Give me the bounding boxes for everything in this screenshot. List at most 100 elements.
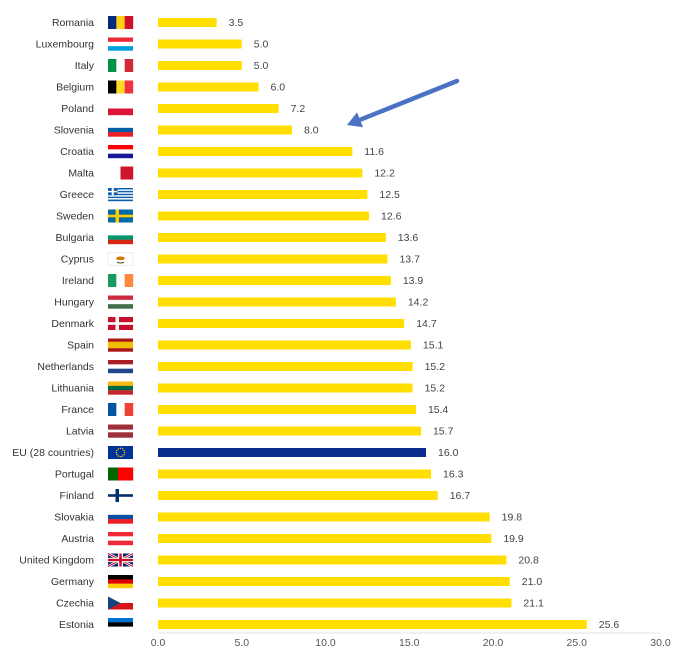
bar-portugal bbox=[158, 469, 432, 479]
x-tick-label: 25.0 bbox=[567, 637, 588, 649]
bar-italy bbox=[158, 61, 242, 70]
value-label-estonia: 25.6 bbox=[599, 619, 620, 631]
value-label-eu-28-countries: 16.0 bbox=[438, 447, 459, 459]
latvia-flag bbox=[108, 424, 133, 438]
ireland-flag bbox=[108, 274, 134, 287]
hungary-flag bbox=[108, 295, 133, 309]
value-label-france: 15.4 bbox=[428, 404, 449, 416]
value-label-lithuania: 15.2 bbox=[425, 383, 446, 395]
category-label-poland: Poland bbox=[61, 103, 94, 115]
country-label-column: Romania Luxembourg Italy Belgium Poland Slove… bbox=[12, 17, 94, 631]
germany-flag bbox=[108, 575, 133, 589]
bar-latvia bbox=[158, 426, 421, 436]
bar-united-kingdom bbox=[158, 555, 507, 565]
value-label-slovenia: 8.0 bbox=[304, 125, 319, 137]
category-label-greece: Greece bbox=[60, 189, 95, 201]
estonia-flag bbox=[108, 618, 133, 632]
italy-flag bbox=[108, 59, 134, 72]
category-label-united-kingdom: United Kingdom bbox=[19, 555, 94, 567]
x-tick-label: 5.0 bbox=[234, 637, 249, 649]
category-label-ireland: Ireland bbox=[62, 275, 94, 287]
belgium-flag bbox=[108, 80, 134, 94]
bar-series bbox=[158, 18, 587, 629]
flag-column bbox=[107, 16, 134, 632]
category-label-denmark: Denmark bbox=[51, 318, 94, 330]
category-label-finland: Finland bbox=[60, 490, 95, 502]
category-label-estonia: Estonia bbox=[59, 619, 94, 631]
category-label-italy: Italy bbox=[75, 60, 95, 72]
malta-flag bbox=[108, 166, 134, 180]
category-label-luxembourg: Luxembourg bbox=[36, 39, 95, 51]
value-label-greece: 12.5 bbox=[379, 189, 400, 201]
bar-ireland bbox=[158, 276, 391, 285]
value-label-austria: 19.9 bbox=[503, 533, 524, 545]
bar-slovenia bbox=[158, 125, 292, 135]
category-label-romania: Romania bbox=[52, 17, 94, 29]
value-label-bulgaria: 13.6 bbox=[398, 232, 419, 244]
value-label-ireland: 13.9 bbox=[403, 275, 424, 287]
croatia-flag bbox=[108, 145, 133, 159]
bar-lithuania bbox=[158, 383, 413, 393]
value-label-romania: 3.5 bbox=[229, 17, 244, 29]
bar-luxembourg bbox=[158, 39, 242, 49]
bar-romania bbox=[158, 18, 217, 27]
category-label-sweden: Sweden bbox=[56, 211, 94, 223]
x-tick-label: 20.0 bbox=[483, 637, 504, 649]
bar-bulgaria bbox=[158, 233, 386, 242]
x-tick-label: 30.0 bbox=[650, 637, 671, 649]
spain-flag bbox=[108, 338, 133, 352]
bar-belgium bbox=[158, 82, 259, 92]
bar-hungary bbox=[158, 297, 396, 307]
value-label-poland: 7.2 bbox=[291, 103, 306, 115]
category-label-netherlands: Netherlands bbox=[37, 361, 94, 373]
bar-estonia bbox=[158, 620, 587, 629]
denmark-flag bbox=[108, 317, 133, 330]
category-label-slovakia: Slovakia bbox=[54, 512, 94, 524]
category-label-cyprus: Cyprus bbox=[61, 254, 94, 266]
value-label-column: 3.55.05.06.07.28.011.612.212.512.613.613… bbox=[229, 17, 620, 631]
x-axis: 0.0 5.0 10.0 15.0 20.0 25.0 30.0 bbox=[151, 632, 671, 649]
slovakia-flag bbox=[108, 510, 133, 524]
category-label-croatia: Croatia bbox=[60, 146, 94, 158]
category-label-slovenia: Slovenia bbox=[54, 125, 94, 137]
x-tick-label: 0.0 bbox=[151, 637, 166, 649]
category-label-portugal: Portugal bbox=[55, 469, 94, 481]
netherlands-flag bbox=[108, 360, 133, 374]
value-label-malta: 12.2 bbox=[374, 168, 395, 180]
category-label-czechia: Czechia bbox=[56, 598, 94, 610]
bar-poland bbox=[158, 104, 279, 113]
bar-czechia bbox=[158, 598, 512, 608]
lithuania-flag bbox=[108, 381, 133, 395]
value-label-germany: 21.0 bbox=[522, 576, 543, 588]
category-label-eu-28-countries: EU (28 countries) bbox=[12, 447, 94, 459]
bar-cyprus bbox=[158, 254, 388, 264]
eu-flag bbox=[108, 446, 133, 459]
value-label-united-kingdom: 20.8 bbox=[518, 555, 539, 567]
bar-denmark bbox=[158, 319, 405, 328]
category-label-malta: Malta bbox=[68, 168, 94, 180]
value-label-latvia: 15.7 bbox=[433, 426, 454, 438]
bar-austria bbox=[158, 534, 492, 543]
greece-flag bbox=[108, 188, 133, 202]
finland-flag bbox=[108, 489, 133, 502]
bar-spain bbox=[158, 340, 411, 350]
portugal-flag bbox=[108, 467, 134, 481]
united-kingdom-flag bbox=[107, 552, 134, 568]
category-label-hungary: Hungary bbox=[54, 297, 94, 309]
arrow-annotation bbox=[347, 78, 460, 128]
category-label-germany: Germany bbox=[51, 576, 95, 588]
bar-croatia bbox=[158, 147, 353, 156]
x-tick-label: 15.0 bbox=[399, 637, 420, 649]
category-label-austria: Austria bbox=[61, 533, 94, 545]
value-label-belgium: 6.0 bbox=[271, 82, 286, 94]
category-label-latvia: Latvia bbox=[66, 426, 94, 438]
france-flag bbox=[108, 403, 134, 416]
luxembourg-flag bbox=[108, 37, 133, 51]
value-label-denmark: 14.7 bbox=[416, 318, 437, 330]
bar-eu-28-countries bbox=[158, 448, 426, 457]
category-label-spain: Spain bbox=[67, 340, 94, 352]
poland-flag bbox=[108, 102, 133, 116]
category-label-bulgaria: Bulgaria bbox=[55, 232, 94, 244]
bar-greece bbox=[158, 190, 368, 199]
